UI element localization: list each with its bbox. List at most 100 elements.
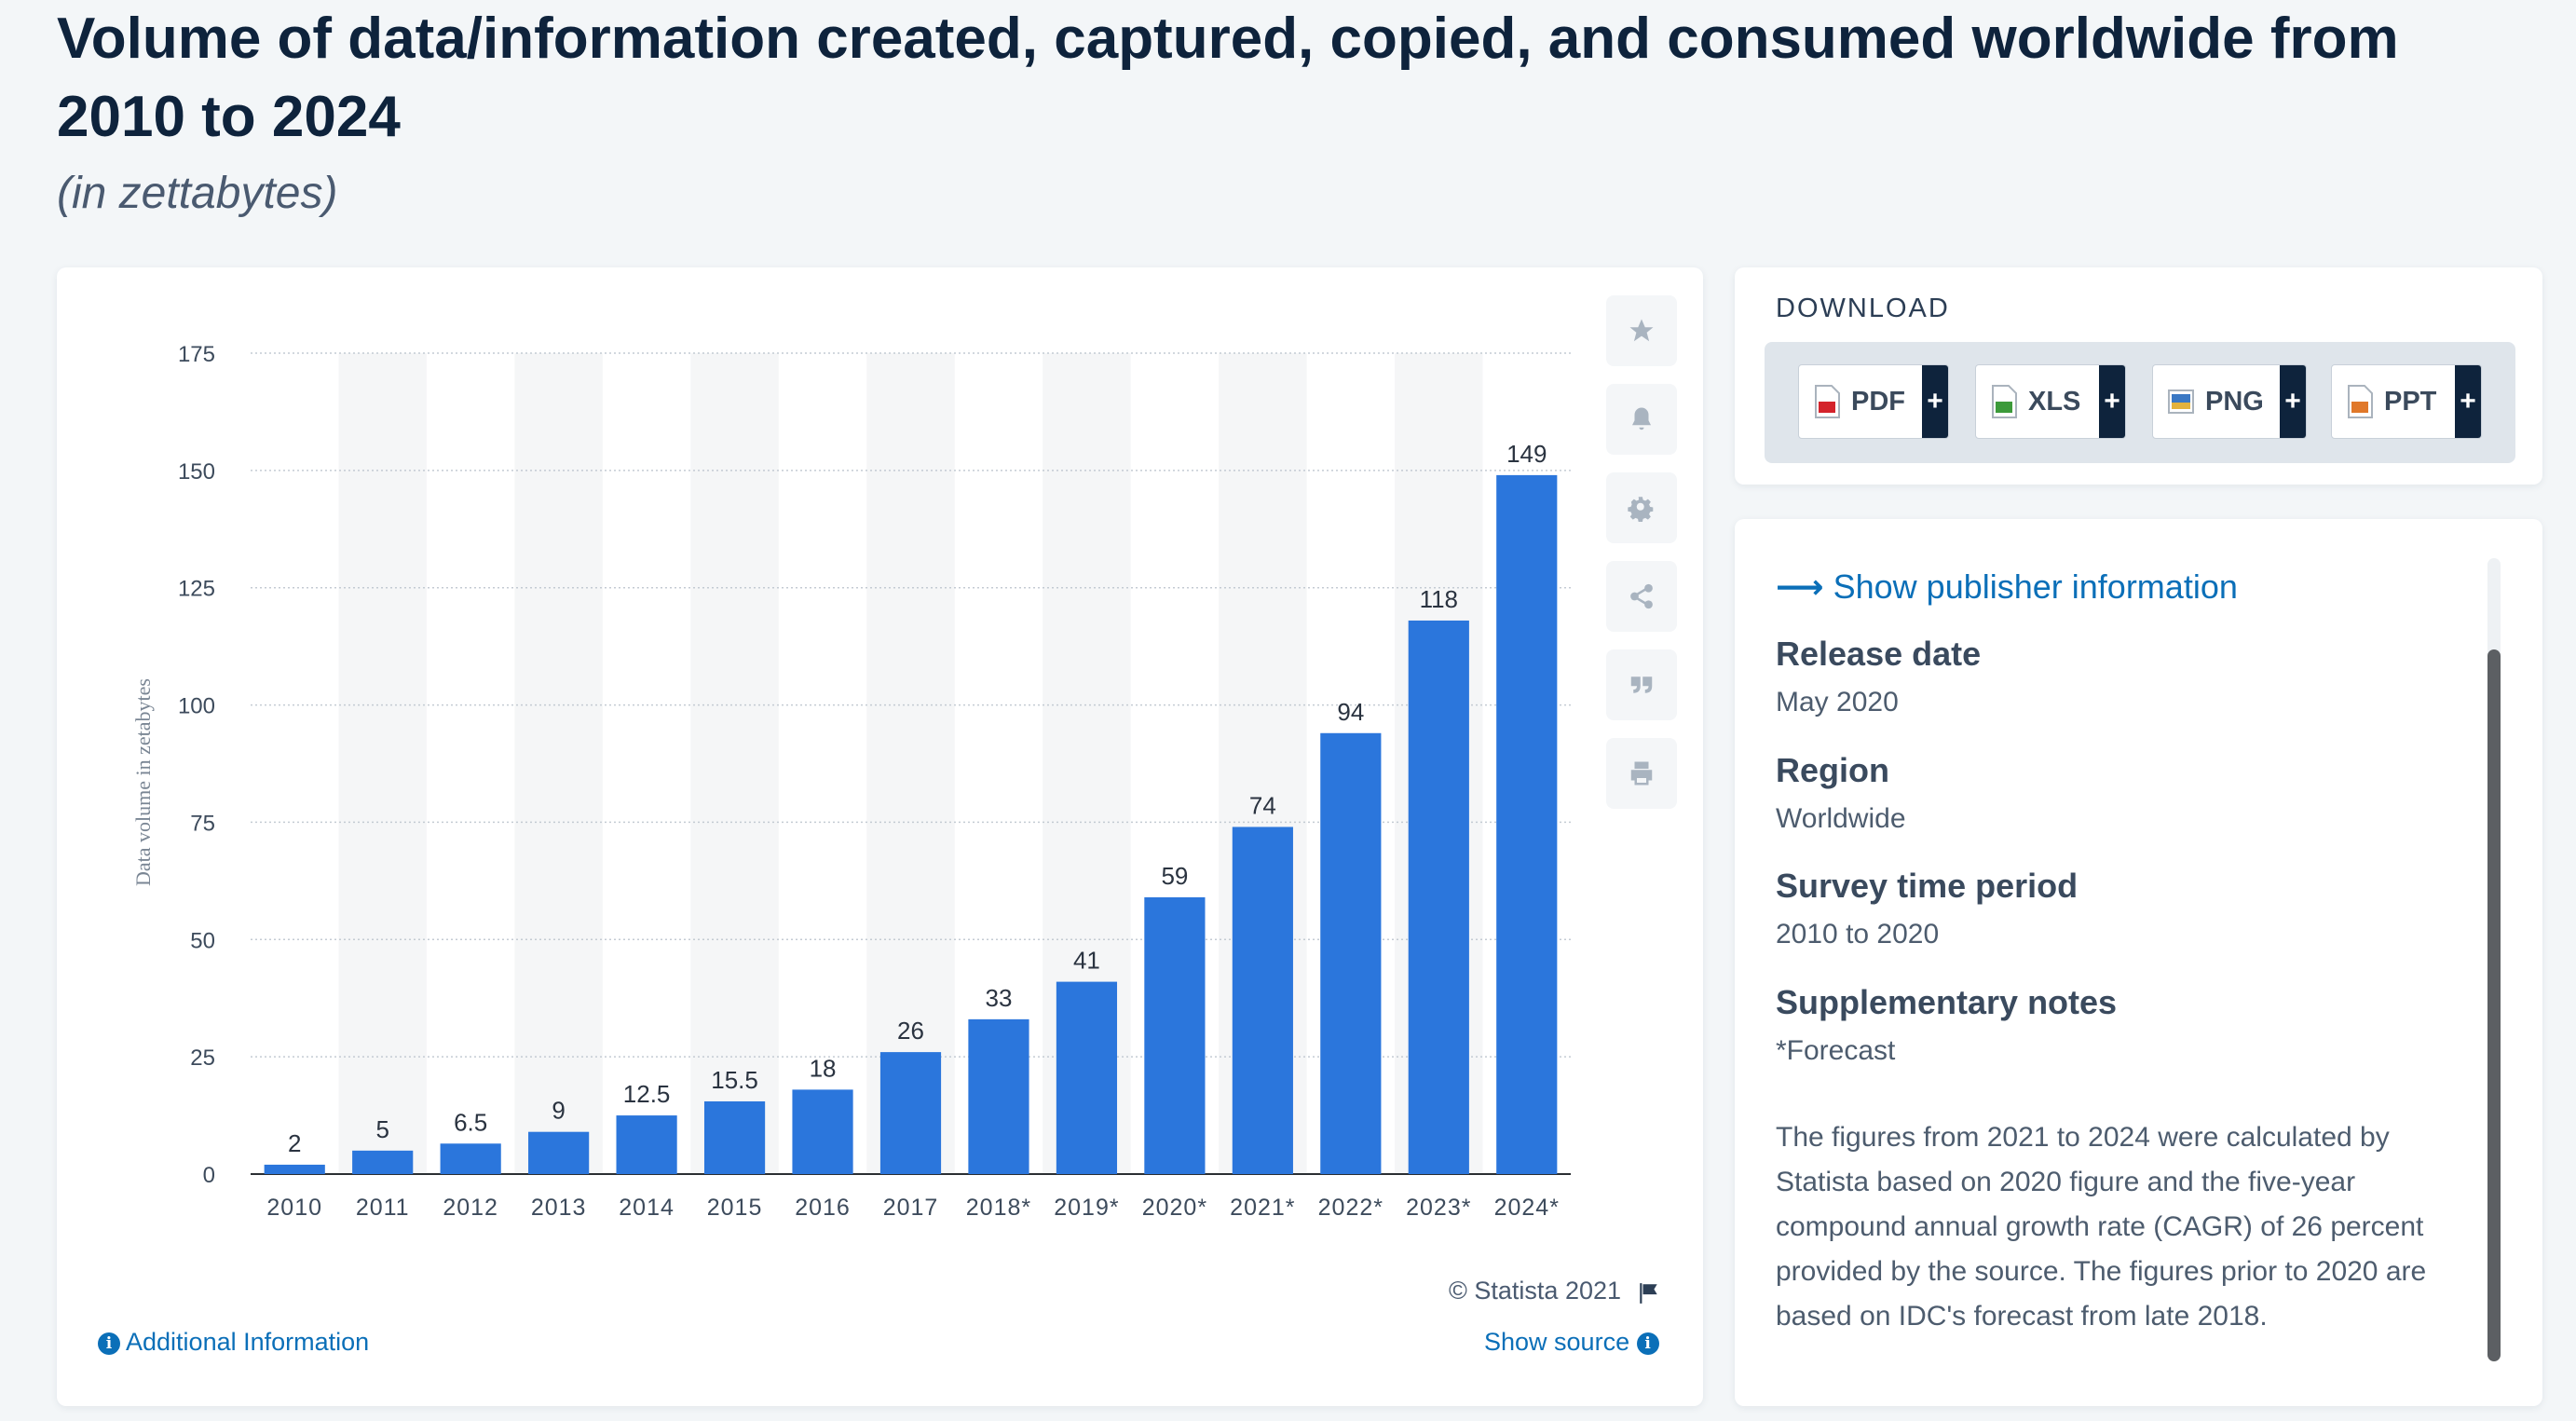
plus-icon: + xyxy=(2455,365,2481,438)
region-heading: Region xyxy=(1776,751,1889,789)
download-pdf-button[interactable]: PDF + xyxy=(1798,364,1949,439)
data-label: 149 xyxy=(1506,440,1547,468)
share-icon xyxy=(1630,583,1653,609)
data-label: 18 xyxy=(810,1054,837,1082)
bar xyxy=(1144,896,1206,1174)
show-publisher-information-label: Show publisher information xyxy=(1833,567,2238,606)
x-tick-label: 2010 xyxy=(266,1195,322,1221)
column-band xyxy=(338,353,427,1174)
png-file-icon xyxy=(2168,389,2194,414)
share-button[interactable] xyxy=(1606,561,1677,632)
show-publisher-information-link[interactable]: ⟶ Show publisher information xyxy=(1776,567,2238,607)
page-title: Volume of data/information created, capt… xyxy=(57,7,2399,149)
bar xyxy=(1496,474,1558,1174)
cite-button[interactable] xyxy=(1606,649,1677,720)
data-label: 118 xyxy=(1420,585,1458,613)
chart-card: 0 25 50 75 100 125 150 175 2 2010 5 2011 6.5 2012 9 201… xyxy=(57,267,1703,1406)
data-label: 74 xyxy=(1249,791,1276,819)
bar-chart: 0 25 50 75 100 125 150 175 2 2010 5 2011 6.5 2012 9 201… xyxy=(131,342,1571,1221)
show-source-link[interactable]: Show source i xyxy=(1484,1328,1659,1357)
download-xls-label: XLS xyxy=(2028,386,2081,417)
survey-period-heading: Survey time period xyxy=(1776,867,2079,905)
print-button[interactable] xyxy=(1606,738,1677,809)
data-label: 2 xyxy=(288,1129,301,1157)
bar xyxy=(528,1131,590,1174)
y-tick-label: 0 xyxy=(203,1163,215,1188)
x-tick-label: 2013 xyxy=(531,1195,587,1221)
scrollbar-thumb[interactable] xyxy=(2487,649,2501,1361)
x-tick-label: 2011 xyxy=(356,1195,410,1221)
x-tick-label: 2023* xyxy=(1406,1195,1471,1221)
download-card: DOWNLOAD PDF + XLS + PNG + PPT + xyxy=(1735,267,2542,485)
bar xyxy=(1408,620,1469,1174)
plus-icon: + xyxy=(2099,365,2125,438)
show-source-label: Show source xyxy=(1484,1328,1630,1356)
x-tick-label: 2021* xyxy=(1230,1195,1295,1221)
x-tick-label: 2024* xyxy=(1494,1195,1560,1221)
data-label: 41 xyxy=(1073,947,1100,975)
bar xyxy=(968,1018,1029,1174)
bar xyxy=(264,1164,325,1174)
y-tick-label: 75 xyxy=(190,811,215,836)
bar xyxy=(879,1052,942,1174)
ppt-file-icon xyxy=(2348,385,2373,418)
x-tick-label: 2018* xyxy=(966,1195,1031,1221)
statistic-details-card: ⟶ Show publisher information Release dat… xyxy=(1735,519,2542,1406)
data-label: 5 xyxy=(375,1115,388,1143)
print-icon xyxy=(1630,761,1653,786)
bar xyxy=(440,1143,501,1174)
survey-period-value: 2010 to 2020 xyxy=(1776,919,1940,950)
y-tick-label: 125 xyxy=(178,577,215,602)
bell-icon xyxy=(1632,407,1651,430)
data-label: 15.5 xyxy=(711,1066,758,1094)
pdf-file-icon xyxy=(1815,385,1840,418)
y-tick-label: 175 xyxy=(178,342,215,367)
quote-icon xyxy=(1630,676,1653,693)
x-tick-label: 2014 xyxy=(619,1195,675,1221)
info-icon: i xyxy=(98,1332,120,1355)
page-subtitle: (in zettabytes) xyxy=(57,169,338,218)
x-tick-label: 2015 xyxy=(707,1195,763,1221)
forecast-note: *Forecast xyxy=(1776,1035,1896,1066)
download-tray: PDF + XLS + PNG + PPT + xyxy=(1765,342,2515,463)
download-png-label: PNG xyxy=(2205,386,2264,417)
data-label: 9 xyxy=(552,1097,565,1125)
y-tick-label: 150 xyxy=(178,459,215,485)
notification-button[interactable] xyxy=(1606,384,1677,455)
download-png-button[interactable]: PNG + xyxy=(2152,364,2307,439)
plus-icon: + xyxy=(1922,365,1948,438)
favorite-button[interactable] xyxy=(1606,295,1677,366)
column-band xyxy=(514,353,603,1174)
xls-file-icon xyxy=(1992,385,2017,418)
y-tick-label: 100 xyxy=(178,694,215,719)
data-label: 33 xyxy=(986,984,1013,1012)
column-band xyxy=(690,353,779,1174)
y-tick-label: 50 xyxy=(190,928,215,953)
bar xyxy=(352,1150,414,1174)
info-icon: i xyxy=(1636,1332,1659,1355)
plus-icon: + xyxy=(2280,365,2306,438)
data-label: 94 xyxy=(1337,698,1364,726)
bar xyxy=(792,1089,853,1174)
download-heading: DOWNLOAD xyxy=(1776,294,1950,323)
download-ppt-button[interactable]: PPT + xyxy=(2331,364,2482,439)
data-label: 12.5 xyxy=(623,1080,671,1108)
additional-information-link[interactable]: i Additional Information xyxy=(98,1328,369,1357)
star-icon xyxy=(1629,319,1654,342)
bar xyxy=(1320,732,1382,1174)
arrow-right-icon: ⟶ xyxy=(1776,567,1824,606)
settings-button[interactable] xyxy=(1606,472,1677,543)
additional-information-label: Additional Information xyxy=(126,1328,370,1356)
data-label: 26 xyxy=(897,1017,924,1045)
download-ppt-label: PPT xyxy=(2384,386,2437,417)
supplementary-notes-heading: Supplementary notes xyxy=(1776,983,2118,1021)
flag-icon[interactable] xyxy=(1637,1281,1661,1305)
data-label: 6.5 xyxy=(454,1108,487,1136)
region-value: Worldwide xyxy=(1776,803,1906,834)
y-tick-label: 25 xyxy=(190,1045,215,1071)
x-tick-label: 2017 xyxy=(883,1195,939,1221)
release-date-heading: Release date xyxy=(1776,635,1982,673)
x-tick-label: 2020* xyxy=(1142,1195,1207,1221)
x-tick-label: 2022* xyxy=(1318,1195,1383,1221)
download-xls-button[interactable]: XLS + xyxy=(1975,364,2126,439)
